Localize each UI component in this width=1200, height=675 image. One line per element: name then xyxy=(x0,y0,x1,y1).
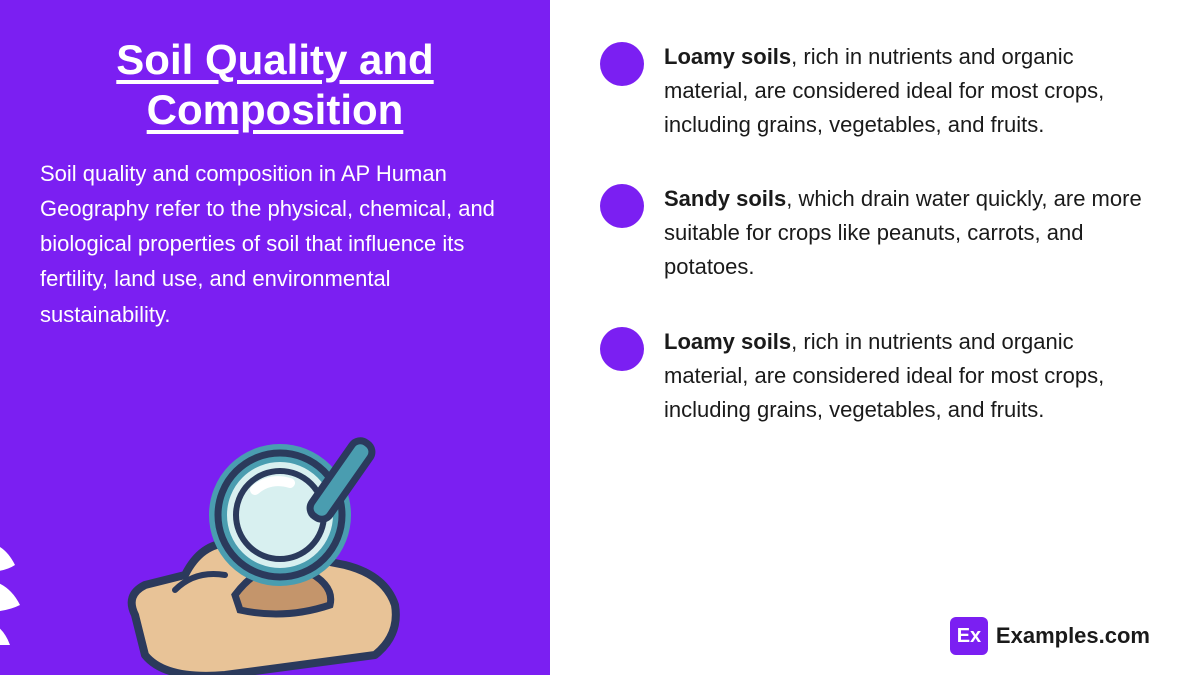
decorative-leaf-icon xyxy=(0,525,70,645)
brand-logo-icon: Ex xyxy=(950,617,988,655)
page-title: Soil Quality and Composition xyxy=(40,35,510,136)
brand-badge: Ex Examples.com xyxy=(950,617,1150,655)
bullet-text: Loamy soils, rich in nutrients and organ… xyxy=(664,40,1150,142)
right-panel: Loamy soils, rich in nutrients and organ… xyxy=(550,0,1200,675)
brand-name: Examples.com xyxy=(996,623,1150,649)
hand-magnifier-soil-icon xyxy=(105,395,445,675)
list-item: Sandy soils, which drain water quickly, … xyxy=(600,182,1150,284)
bullet-text: Loamy soils, rich in nutrients and organ… xyxy=(664,325,1150,427)
bullet-icon xyxy=(600,42,644,86)
list-item: Loamy soils, rich in nutrients and organ… xyxy=(600,40,1150,142)
bullet-text: Sandy soils, which drain water quickly, … xyxy=(664,182,1150,284)
list-item: Loamy soils, rich in nutrients and organ… xyxy=(600,325,1150,427)
left-panel: Soil Quality and Composition Soil qualit… xyxy=(0,0,550,675)
page-description: Soil quality and composition in AP Human… xyxy=(40,156,510,332)
bullet-icon xyxy=(600,327,644,371)
bullet-icon xyxy=(600,184,644,228)
